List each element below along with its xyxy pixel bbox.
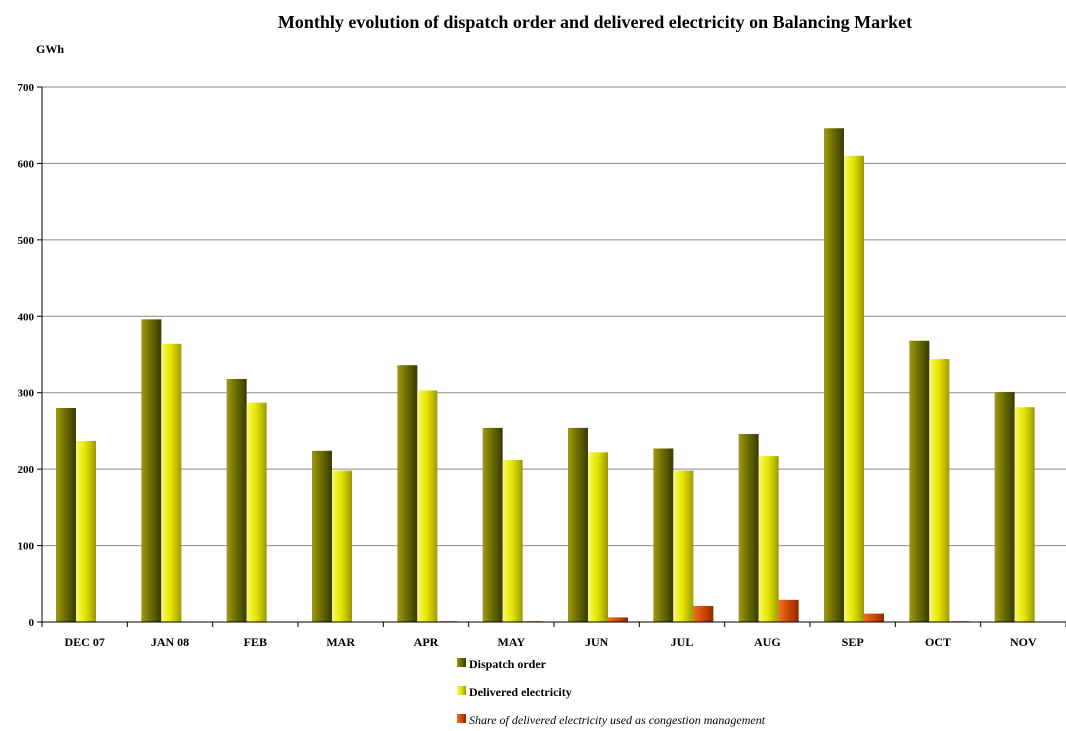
x-tick-label: MAR (326, 635, 355, 649)
bar (994, 391, 1015, 622)
bar (502, 459, 523, 622)
chart-title: Monthly evolution of dispatch order and … (278, 12, 912, 32)
y-tick-label: 200 (18, 464, 35, 476)
y-tick-label: 300 (18, 388, 35, 400)
y-tick-label: 500 (18, 235, 35, 247)
bar (482, 427, 503, 622)
bar (929, 359, 950, 622)
y-tick-label: 700 (18, 82, 35, 94)
legend-label: Dispatch order (469, 657, 547, 671)
bar (673, 470, 694, 622)
y-tick-label: 600 (18, 158, 35, 170)
bar (909, 340, 930, 622)
bars (56, 128, 1035, 623)
bar (568, 427, 588, 622)
bar (246, 402, 267, 622)
axes (41, 87, 1066, 627)
bar (397, 365, 418, 622)
y-axis-unit-label: GWh (36, 42, 64, 56)
legend-swatch (457, 714, 466, 723)
legend-label: Delivered electricity (469, 685, 572, 699)
x-tick-label: FEB (244, 635, 267, 649)
x-tick-label: APR (414, 635, 439, 649)
x-tick-label: JUL (671, 635, 694, 649)
bar (226, 378, 247, 622)
x-axis-labels: DEC 07 JAN 08 FEB MAR APR MAY JUN JUL AUG SEP OCT N… (64, 635, 1037, 649)
legend-swatch (457, 658, 466, 667)
bar (864, 613, 884, 622)
bar (693, 605, 714, 622)
bar (1014, 407, 1035, 622)
legend-swatch (457, 686, 466, 695)
bar (653, 448, 674, 622)
x-tick-label: OCT (925, 635, 951, 649)
x-tick-label: DEC 07 (64, 635, 104, 649)
y-tick-label: 0 (29, 617, 35, 629)
x-tick-label: NOV (1010, 635, 1037, 649)
x-tick-label: MAY (498, 635, 526, 649)
legend: Dispatch order Delivered electricity Share… (457, 657, 766, 727)
legend-label: Share of delivered electricity used as c… (469, 713, 766, 727)
bar (758, 456, 779, 622)
bar (332, 470, 352, 622)
y-tick-label: 100 (18, 541, 35, 553)
bar (844, 155, 864, 623)
bar (778, 599, 799, 622)
x-tick-label: JUN (585, 635, 609, 649)
x-tick-label: AUG (754, 635, 781, 649)
bar (824, 128, 844, 622)
bar (417, 390, 438, 622)
bar (141, 319, 162, 622)
bar (76, 440, 96, 622)
x-tick-label: JAN 08 (151, 635, 189, 649)
bar (738, 433, 759, 622)
gridlines (42, 86, 1066, 547)
x-tick-label: SEP (842, 635, 864, 649)
y-tick-label: 400 (18, 311, 35, 323)
y-axis-ticks: 0 100 200 300 400 500 600 700 (18, 82, 42, 629)
bar (312, 450, 332, 622)
bar (608, 617, 628, 622)
bar (161, 343, 182, 622)
bar (56, 408, 76, 622)
bar (588, 452, 608, 622)
